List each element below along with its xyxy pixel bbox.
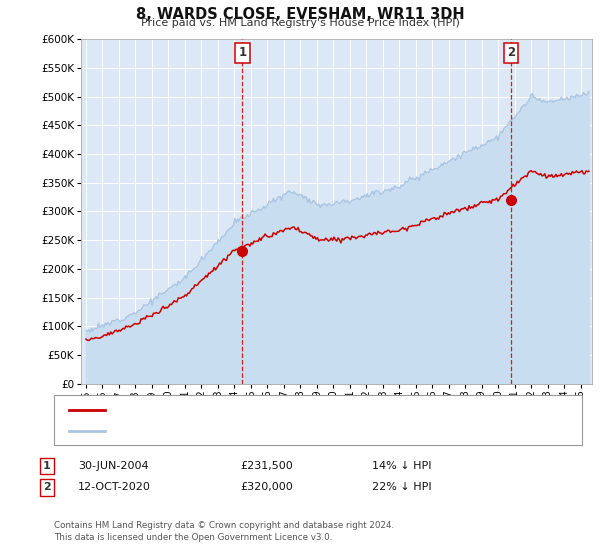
Text: 30-JUN-2004: 30-JUN-2004: [78, 461, 149, 471]
Text: 12-OCT-2020: 12-OCT-2020: [78, 482, 151, 492]
Text: 1: 1: [43, 461, 50, 471]
Text: 22% ↓ HPI: 22% ↓ HPI: [372, 482, 431, 492]
Text: 1: 1: [238, 46, 247, 59]
Text: Price paid vs. HM Land Registry's House Price Index (HPI): Price paid vs. HM Land Registry's House …: [140, 18, 460, 29]
Text: £231,500: £231,500: [240, 461, 293, 471]
Text: £320,000: £320,000: [240, 482, 293, 492]
Text: 8, WARDS CLOSE, EVESHAM, WR11 3DH (detached house): 8, WARDS CLOSE, EVESHAM, WR11 3DH (detac…: [116, 405, 420, 415]
Text: HPI: Average price, detached house, Wychavon: HPI: Average price, detached house, Wych…: [116, 426, 363, 436]
Text: 2: 2: [43, 482, 50, 492]
Text: 8, WARDS CLOSE, EVESHAM, WR11 3DH: 8, WARDS CLOSE, EVESHAM, WR11 3DH: [136, 7, 464, 22]
Text: Contains HM Land Registry data © Crown copyright and database right 2024.: Contains HM Land Registry data © Crown c…: [54, 521, 394, 530]
Text: 14% ↓ HPI: 14% ↓ HPI: [372, 461, 431, 471]
Text: 2: 2: [507, 46, 515, 59]
Text: This data is licensed under the Open Government Licence v3.0.: This data is licensed under the Open Gov…: [54, 533, 332, 542]
